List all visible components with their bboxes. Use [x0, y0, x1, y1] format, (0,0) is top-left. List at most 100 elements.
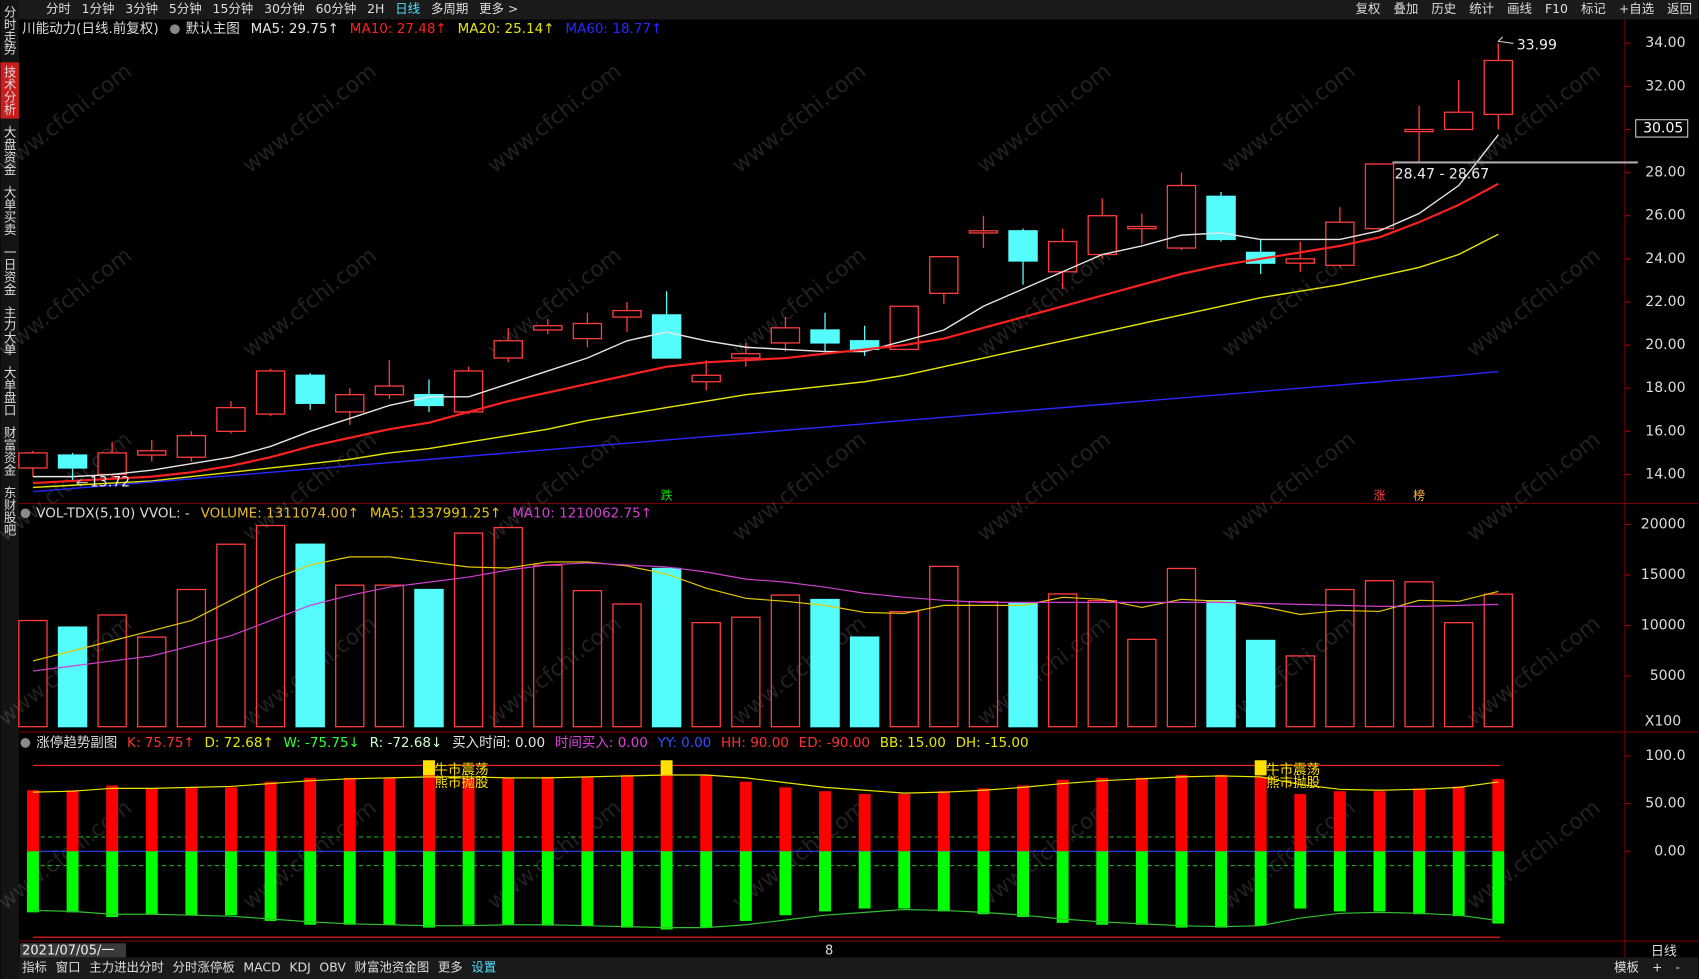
tool-button[interactable]: 返回 — [1667, 1, 1692, 16]
indicator-legend: YY: 0.00 — [657, 735, 712, 751]
month-label: 8 — [825, 943, 833, 958]
indicator-bar — [700, 774, 713, 852]
candle-body — [374, 385, 405, 396]
y-tick-label: 20000 — [1641, 517, 1686, 533]
indicator-legend: W: -75.75↓ — [284, 735, 360, 751]
indicator-bar — [660, 851, 673, 930]
bottom-tab[interactable]: 更多 — [438, 960, 463, 975]
signal-text: 牛市震荡 — [434, 761, 488, 778]
period-tab[interactable]: 1分钟 — [82, 1, 115, 16]
tool-button[interactable]: 统计 — [1469, 1, 1494, 16]
tool-button[interactable]: 标记 — [1581, 1, 1606, 16]
candle-body — [295, 374, 325, 404]
indicator-bar — [1294, 794, 1307, 852]
bottom-toolbar — [18, 957, 1699, 979]
volume-bar — [176, 588, 207, 728]
side-tab[interactable]: 财富资金 — [2, 426, 17, 476]
side-tab[interactable]: 大盘资金 — [2, 126, 17, 176]
side-tab[interactable]: 技术分析 — [2, 65, 17, 115]
period-tab[interactable]: 2H — [367, 1, 384, 16]
indicator-bar — [383, 777, 396, 852]
candle-body — [453, 370, 484, 413]
y-tick-label: 15000 — [1641, 567, 1686, 583]
side-tab[interactable]: 一日资金 — [2, 246, 17, 296]
period-tab[interactable]: 60分钟 — [316, 1, 357, 16]
indicator-bar — [423, 774, 435, 852]
period-tab[interactable]: 30分钟 — [264, 1, 305, 16]
bottom-tab[interactable]: 设置 — [471, 960, 496, 975]
bottom-tab[interactable]: OBV — [319, 960, 346, 975]
volume-bar — [18, 619, 48, 728]
tool-button[interactable]: +自选 — [1619, 1, 1654, 16]
period-tab[interactable]: 5分钟 — [169, 1, 202, 16]
candle-body — [335, 394, 365, 413]
indicator-bar — [541, 851, 554, 926]
period-label: 日线 — [1651, 944, 1677, 959]
indicator-bar — [185, 787, 198, 852]
bottom-right-button[interactable]: - — [1675, 960, 1680, 975]
y-tick-label: 0.00 — [1654, 843, 1685, 859]
indicator-bar — [304, 777, 317, 852]
volume-bar — [1245, 639, 1276, 728]
indicator-bar — [1373, 791, 1386, 852]
side-tab[interactable]: 大单盘口 — [2, 366, 17, 416]
indicator-bar — [581, 776, 594, 852]
volume-ma-line — [32, 556, 1499, 662]
side-tab[interactable]: 东财股吧 — [2, 486, 17, 536]
bottom-tab[interactable]: KDJ — [289, 960, 310, 975]
indicator-bar — [502, 851, 515, 925]
tool-button[interactable]: F10 — [1545, 1, 1568, 16]
y-tick-label: 100.0 — [1645, 748, 1685, 764]
volume-bar — [1285, 655, 1316, 728]
volume-bar — [849, 636, 880, 728]
period-tab[interactable]: 多周期 — [431, 1, 468, 16]
indicator-bar — [739, 781, 752, 852]
tool-button[interactable]: 叠加 — [1393, 1, 1418, 16]
period-tab[interactable]: 3分钟 — [125, 1, 158, 16]
signal-text: 熊市抛股 — [1266, 774, 1321, 791]
candle-body — [691, 374, 721, 383]
volume-bar — [691, 622, 721, 728]
candle-body — [57, 454, 88, 469]
period-tab[interactable]: 更多 > — [479, 1, 518, 16]
top-toolbar — [0, 0, 1699, 20]
indicator-legend: 时间买入: 0.00 — [555, 735, 648, 751]
side-tab[interactable]: 主力大单 — [2, 306, 17, 356]
tool-button[interactable]: 复权 — [1356, 1, 1381, 16]
indicator-bar — [66, 790, 79, 852]
bottom-right-button[interactable]: 模板 — [1614, 960, 1639, 975]
bottom-tab[interactable]: 指标 — [22, 960, 47, 975]
side-tab[interactable]: 分时走势 — [2, 5, 17, 55]
period-tab[interactable]: 日线 — [395, 1, 420, 16]
bottom-tab[interactable]: 分时涨停板 — [173, 960, 236, 975]
tool-button[interactable]: 历史 — [1431, 1, 1456, 16]
bottom-right-button[interactable]: + — [1652, 960, 1662, 975]
bottom-tab[interactable]: 财富池资金图 — [355, 960, 430, 975]
tool-button[interactable]: 画线 — [1507, 1, 1532, 16]
indicator-bar — [145, 788, 158, 852]
signal-marker — [660, 760, 673, 776]
side-tab[interactable]: 大单买卖 — [2, 186, 17, 236]
indicator-legend: BB: 15.00 — [880, 735, 946, 751]
volume-bar — [929, 565, 959, 728]
volume-bar — [1087, 599, 1117, 728]
indicator-bar — [1096, 777, 1109, 852]
bottom-tab[interactable]: 窗口 — [56, 960, 81, 975]
signal-text: 熊市抛股 — [434, 774, 489, 791]
volume-bar — [810, 598, 840, 728]
main-chart-name: 默认主图 — [186, 21, 240, 37]
candle-body — [810, 329, 840, 344]
period-tab[interactable]: 15分钟 — [213, 1, 254, 16]
indicator-bar — [1413, 851, 1426, 915]
indicator-bar — [304, 851, 317, 925]
indicator-bar — [1096, 851, 1109, 925]
bottom-tab[interactable]: 主力进出分时 — [89, 960, 164, 975]
volume-bar — [1047, 593, 1078, 728]
cursor-date-box — [19, 943, 127, 958]
period-tab[interactable]: 分时 — [46, 1, 71, 16]
indicator-bar — [1175, 851, 1188, 928]
volume-bar — [295, 543, 325, 728]
bottom-tab[interactable]: MACD — [243, 960, 280, 975]
volume-bar — [414, 588, 444, 728]
